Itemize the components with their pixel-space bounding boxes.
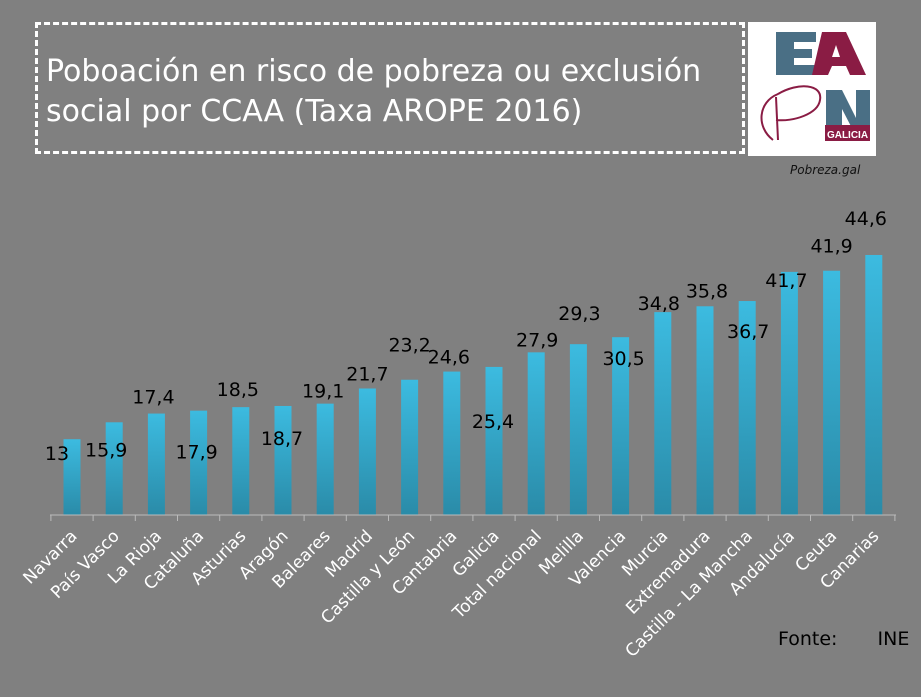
data-label: 17,9 <box>175 442 217 464</box>
bar <box>316 403 334 515</box>
bar <box>738 301 756 515</box>
source-label: Fonte: <box>778 628 838 650</box>
bar <box>105 422 123 515</box>
data-label: 30,5 <box>602 348 644 370</box>
bar <box>696 306 714 515</box>
bar <box>63 439 81 515</box>
bar <box>485 366 503 515</box>
data-label: 35,8 <box>686 280 728 302</box>
source-value: INE <box>877 628 910 650</box>
data-label: 23,2 <box>388 335 430 357</box>
data-label: 15,9 <box>85 439 127 461</box>
bar <box>780 271 798 515</box>
eapn-galicia-logo: GALICIA <box>748 22 876 156</box>
data-label: 29,3 <box>558 303 600 325</box>
data-label: 17,4 <box>132 387 174 409</box>
source-note: Fonte: INE <box>778 628 909 650</box>
bar <box>443 371 461 515</box>
chart-title: Poboación en risco de pobreza ou exclusi… <box>46 54 702 129</box>
data-label: 41,9 <box>810 236 852 258</box>
bar <box>190 410 208 515</box>
data-label: 13 <box>45 443 69 465</box>
svg-text:GALICIA: GALICIA <box>827 130 868 141</box>
data-label: 19,1 <box>302 381 344 403</box>
bar <box>147 413 165 515</box>
data-label: 44,6 <box>845 208 887 230</box>
data-label: 27,9 <box>516 329 558 351</box>
bar <box>358 388 376 515</box>
data-label: 34,8 <box>638 293 680 315</box>
data-label: 21,7 <box>346 363 388 385</box>
bar <box>654 312 672 515</box>
data-label: 24,6 <box>428 347 470 369</box>
bar <box>232 407 250 515</box>
data-label: 25,4 <box>472 411 514 433</box>
credit-text: Pobreza.gal <box>790 163 861 177</box>
bar <box>527 352 545 515</box>
bar <box>865 254 883 515</box>
bar <box>823 270 841 515</box>
title-frame <box>35 22 745 154</box>
data-label: 18,5 <box>217 379 259 401</box>
bar <box>401 379 419 515</box>
data-label: 41,7 <box>765 270 807 292</box>
data-label: 36,7 <box>727 321 769 343</box>
data-label: 18,7 <box>261 428 303 450</box>
bar <box>612 337 630 515</box>
bar <box>569 344 587 515</box>
bar <box>274 405 292 515</box>
